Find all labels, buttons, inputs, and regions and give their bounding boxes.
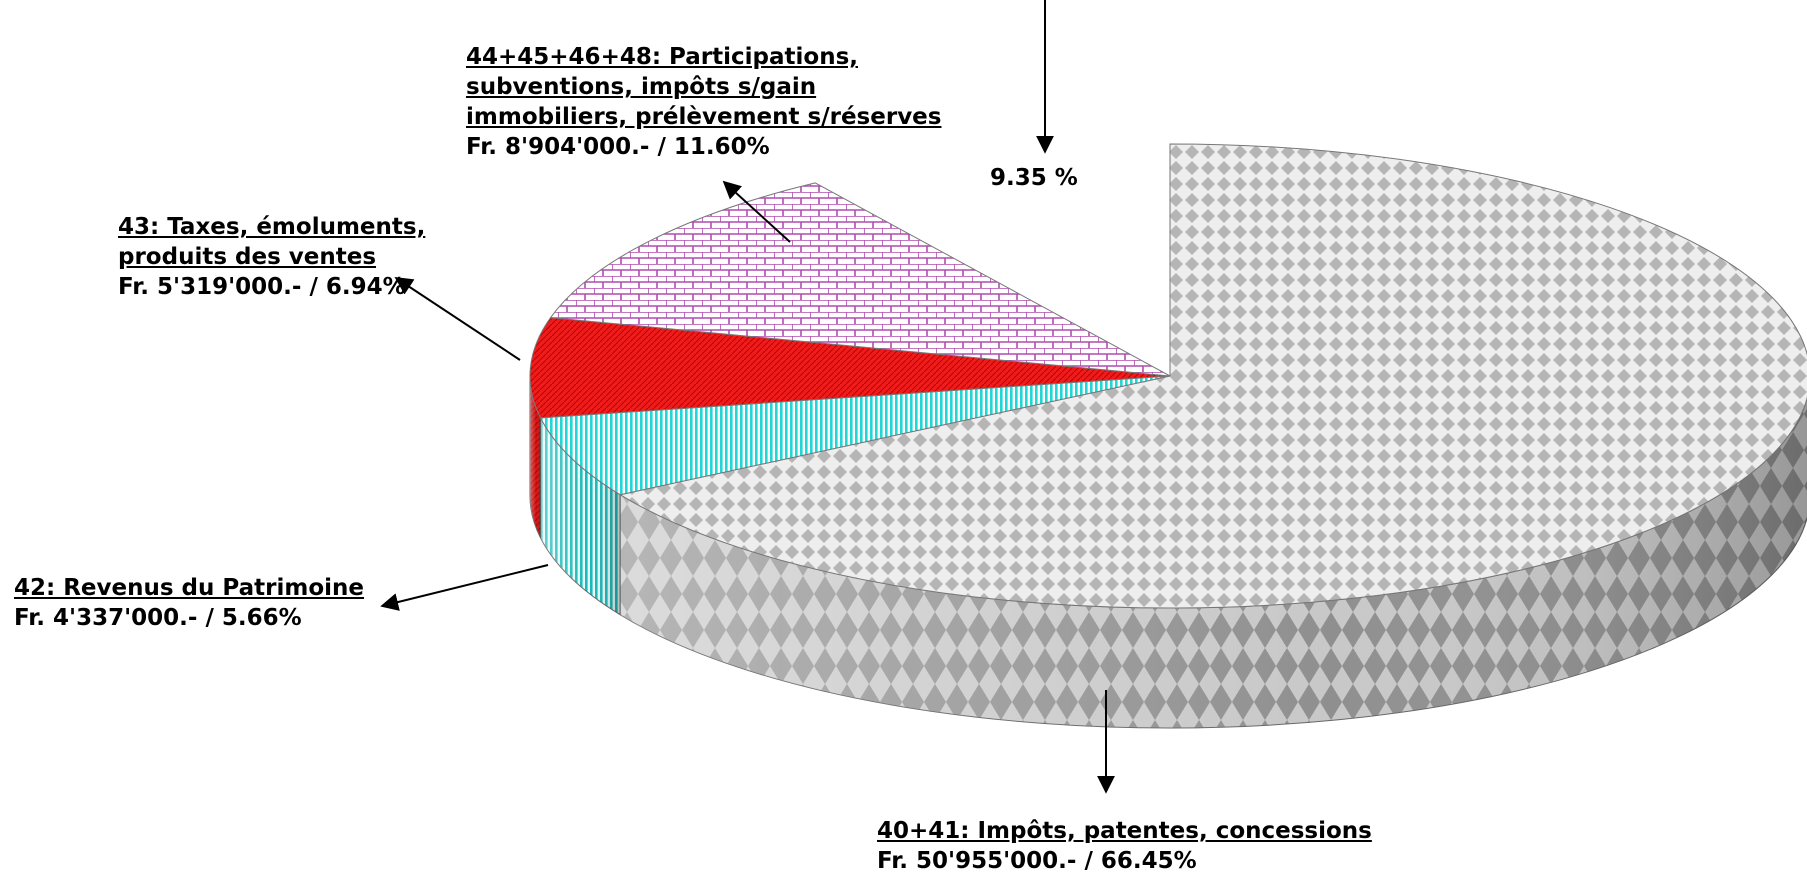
arrow-44-48 <box>722 180 791 243</box>
slice-43-side-shade <box>530 376 541 538</box>
slice-label-exploded: 9.35 % <box>990 165 1078 191</box>
slice-44-48-top <box>549 182 1171 377</box>
slice-42-side-shade <box>540 417 621 615</box>
slice-label-43: 43: Taxes, émoluments, produits des vent… <box>118 214 426 300</box>
slice-40-41-side-shade <box>620 398 1807 728</box>
slice-40-41-top <box>618 143 1807 609</box>
arrow-43 <box>394 277 521 361</box>
slice-label-40-41: 40+41: Impôts, patentes, concessions Fr.… <box>877 818 1372 874</box>
slice-label-44-48: 44+45+46+48: Participations, subventions… <box>466 44 942 160</box>
slice-42-top <box>539 375 1171 496</box>
slice-43-top <box>529 317 1171 419</box>
slice-label-42: 42: Revenus du Patrimoine Fr. 4'337'000.… <box>14 575 365 631</box>
arrow-42 <box>380 564 549 611</box>
